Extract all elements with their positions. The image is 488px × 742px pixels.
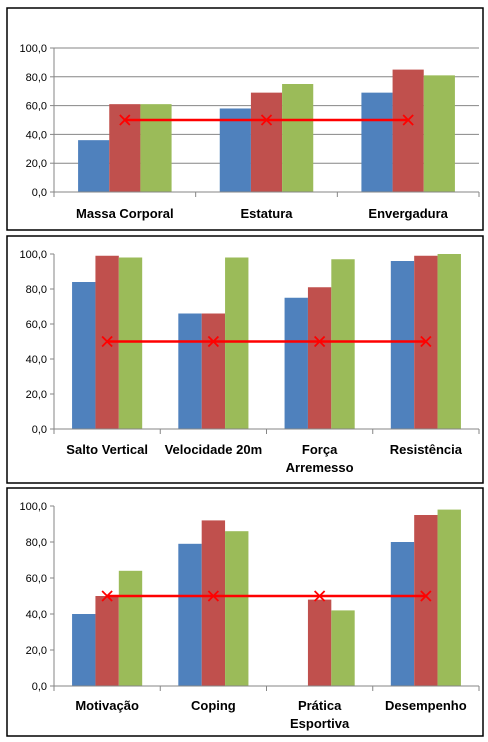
chart-panel-2: 0,0 20,0 40,0 60,0 80,0 100,0 Salto Vertical Ve… bbox=[6, 235, 484, 484]
x-category-label: Salto Vertical bbox=[66, 442, 148, 457]
chart-panel-3: 0,0 20,0 40,0 60,0 80,0 100,0 Motivação Coping P… bbox=[6, 487, 484, 737]
x-category-label: Resistência bbox=[390, 442, 463, 457]
x-category-label: Velocidade 20m bbox=[165, 442, 263, 457]
bar-2016 bbox=[414, 515, 438, 686]
y-tick-label: 80,0 bbox=[26, 284, 47, 296]
x-category-label: Coping bbox=[191, 698, 236, 713]
average-marker bbox=[101, 590, 113, 602]
bar-2015 bbox=[361, 92, 393, 192]
bar-2016 bbox=[307, 287, 332, 429]
bar-2016 bbox=[95, 596, 119, 686]
average-marker bbox=[119, 114, 131, 126]
y-tick-label: 40,0 bbox=[26, 354, 47, 366]
x-category-label: Desempenho bbox=[385, 698, 467, 713]
bar-2015 bbox=[178, 313, 202, 429]
bar-2017 bbox=[140, 104, 172, 192]
y-tick-label: 80,0 bbox=[26, 537, 47, 549]
bar-2016 bbox=[109, 104, 141, 192]
bar-2017 bbox=[437, 509, 461, 686]
y-tick-label: 100,0 bbox=[19, 43, 47, 55]
bar-2016 bbox=[392, 69, 424, 192]
bar-2015 bbox=[284, 297, 308, 429]
x-category-label: Envergadura bbox=[368, 206, 448, 221]
average-marker bbox=[313, 590, 326, 602]
y-tick-label: 0,0 bbox=[32, 681, 47, 693]
bar-2017 bbox=[225, 531, 249, 686]
x-category-label: Força bbox=[302, 442, 338, 457]
bar-2017 bbox=[118, 570, 143, 686]
y-tick-label: 100,0 bbox=[19, 249, 47, 261]
x-category-label: Prática bbox=[298, 698, 342, 713]
y-tick-label: 80,0 bbox=[26, 72, 47, 84]
bar-2015 bbox=[72, 282, 96, 429]
bar-2015 bbox=[390, 261, 415, 429]
bar-2015 bbox=[78, 140, 110, 192]
bar-2015 bbox=[219, 108, 251, 192]
y-tick-label: 60,0 bbox=[26, 101, 47, 113]
bar-2017 bbox=[118, 257, 143, 429]
x-category-label: Motivação bbox=[75, 698, 139, 713]
y-tick-label: 0,0 bbox=[32, 424, 47, 436]
bar-2016 bbox=[201, 520, 226, 686]
bar-2017 bbox=[331, 610, 355, 686]
bar-2017 bbox=[423, 75, 455, 192]
average-marker bbox=[207, 590, 220, 602]
average-marker bbox=[101, 335, 113, 348]
y-tick-label: 0,0 bbox=[32, 187, 47, 199]
y-tick-label: 20,0 bbox=[26, 389, 47, 401]
x-category-label: Arremesso bbox=[286, 460, 354, 475]
bar-2017 bbox=[331, 259, 355, 429]
y-tick-label: 60,0 bbox=[26, 573, 47, 585]
y-tick-label: 100,0 bbox=[19, 501, 47, 513]
average-marker bbox=[313, 335, 326, 348]
bar-2016 bbox=[250, 92, 283, 192]
y-tick-label: 20,0 bbox=[26, 645, 47, 657]
chart-panel-1: 0,0 20,0 40,0 60,0 80,0 100,0 Massa Corporal Es… bbox=[6, 7, 484, 231]
average-marker bbox=[402, 114, 414, 126]
x-category-label: Estatura bbox=[240, 206, 293, 221]
x-category-label: Massa Corporal bbox=[76, 206, 174, 221]
bar-2017 bbox=[225, 257, 249, 429]
average-marker bbox=[207, 335, 220, 348]
average-marker bbox=[420, 590, 432, 602]
y-tick-label: 40,0 bbox=[26, 609, 47, 621]
average-marker bbox=[260, 114, 273, 126]
y-tick-label: 60,0 bbox=[26, 319, 47, 331]
bar-2017 bbox=[282, 84, 314, 192]
bar-2015 bbox=[72, 614, 96, 686]
y-tick-label: 40,0 bbox=[26, 129, 47, 141]
bar-2016 bbox=[201, 313, 226, 429]
bar-2016 bbox=[307, 599, 332, 686]
bar-2015 bbox=[178, 543, 202, 686]
y-tick-label: 20,0 bbox=[26, 158, 47, 170]
bar-2017 bbox=[437, 254, 461, 429]
x-category-label: Esportiva bbox=[290, 716, 350, 731]
average-marker bbox=[420, 335, 432, 348]
bar-2015 bbox=[390, 542, 415, 686]
